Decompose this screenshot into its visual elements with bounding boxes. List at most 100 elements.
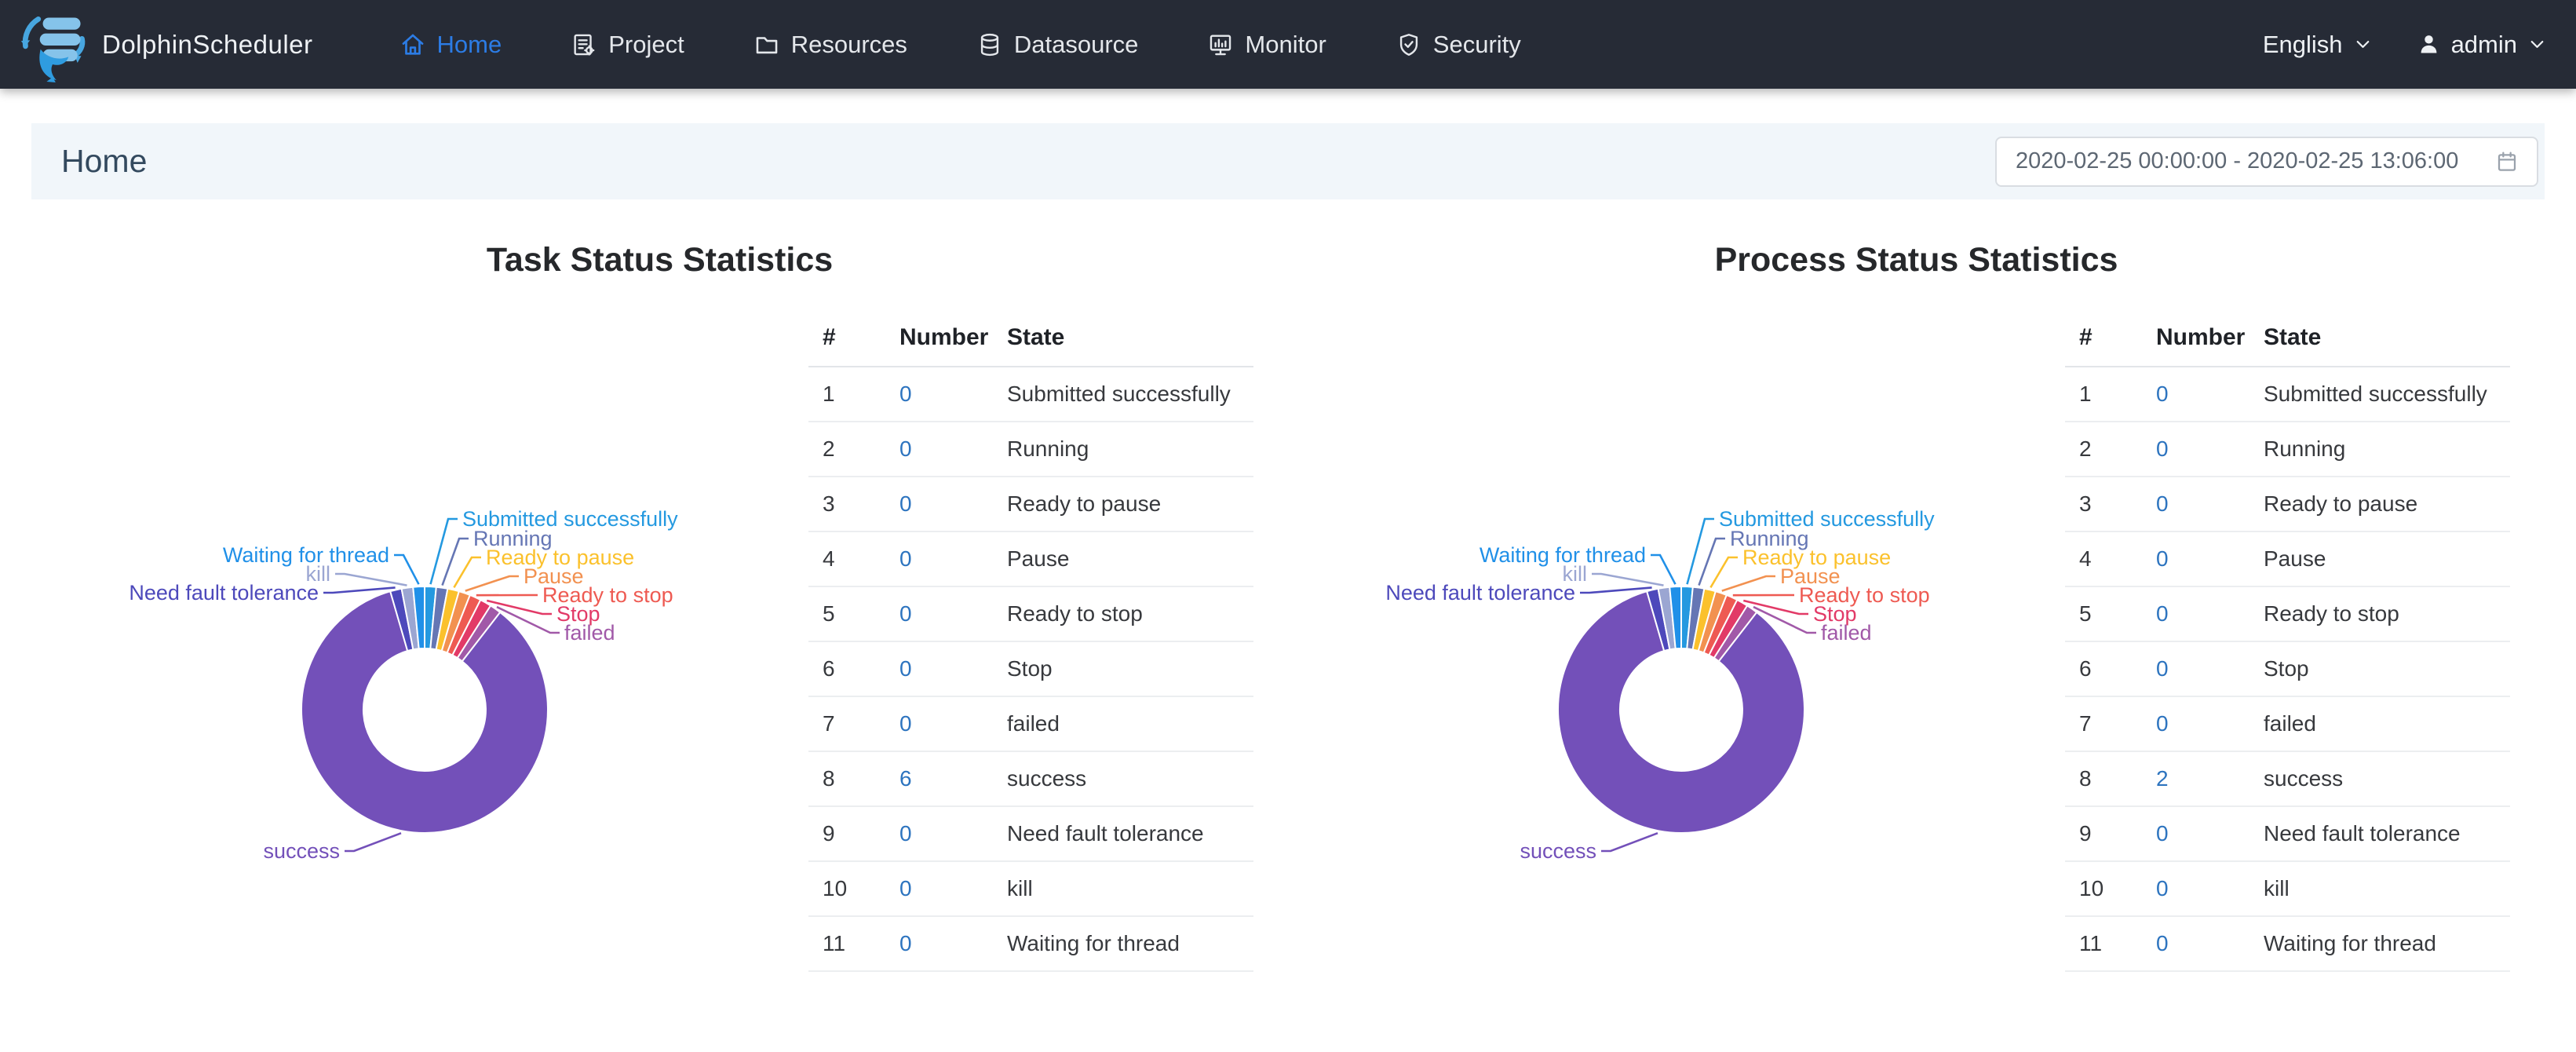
row-number-link[interactable]: 0 [2156,931,2169,955]
row-index: 11 [808,916,899,972]
pie-label: Running [1730,527,1809,550]
pie-label: Ready to stop [1799,583,1930,607]
pie-label: Submitted successfully [1719,507,1935,531]
pie-label-line [345,831,402,853]
row-number-cell: 0 [899,477,1007,532]
row-number-cell: 2 [2156,751,2264,807]
nav-item-label: Security [1432,30,1521,58]
row-index: 7 [2065,696,2156,752]
row-state: Stop [1007,641,1253,697]
date-range-picker[interactable]: 2020-02-25 00:00:00 - 2020-02-25 13:06:0… [1995,136,2538,187]
dashboard-content: Task Status Statistics Submitted success… [0,199,2576,977]
pie-slice-success[interactable] [301,590,549,834]
nav-item-home[interactable]: Home [400,31,502,59]
row-number-link[interactable]: 0 [2156,821,2169,846]
row-state: Ready to stop [1007,586,1253,642]
pie-label: kill [1563,562,1588,586]
pie-label: Pause [1780,564,1841,588]
row-state: kill [2264,861,2510,917]
nav-item-project[interactable]: Project [571,31,684,59]
table-row: 7 0 failed [2065,696,2510,752]
row-index: 2 [808,422,899,477]
pie-label-line [1721,575,1775,592]
row-number-cell: 0 [899,806,1007,862]
table-row: 6 0 Stop [2065,641,2510,697]
navbar-right: English admin [2263,31,2548,59]
row-number-link[interactable]: 2 [2156,766,2169,791]
nav-item-resources[interactable]: Resources [753,31,907,59]
pie-label-line [394,553,420,585]
row-index: 3 [808,477,899,532]
row-number-link[interactable]: 0 [899,821,912,846]
row-index: 9 [2065,806,2156,862]
row-state: failed [2264,696,2510,752]
row-state: Submitted successfully [1007,367,1253,422]
calendar-icon [2494,149,2519,174]
row-number-link[interactable]: 0 [899,546,912,571]
row-number-link[interactable]: 0 [2156,491,2169,516]
column-header-number: Number [2156,309,2264,367]
pie-label: success [1520,839,1596,863]
table-row: 9 0 Need fault tolerance [808,806,1253,862]
nav-item-security[interactable]: Security [1396,31,1521,59]
row-number-cell: 6 [899,751,1007,807]
row-number-link[interactable]: 6 [899,766,912,791]
pie-label: failed [1821,621,1872,645]
row-index: 7 [808,696,899,752]
row-number-link[interactable]: 0 [2156,437,2169,461]
row-state: Pause [1007,531,1253,587]
row-number-link[interactable]: 0 [899,601,912,626]
row-number-link[interactable]: 0 [899,656,912,681]
row-number-link[interactable]: 0 [899,382,912,406]
user-icon [2416,31,2442,57]
row-number-cell: 0 [899,531,1007,587]
row-state: Need fault tolerance [2264,806,2510,862]
row-number-link[interactable]: 0 [899,876,912,900]
row-number-cell: 0 [2156,916,2264,972]
nav-item-monitor[interactable]: Monitor [1207,31,1326,59]
table-row: 10 0 kill [808,861,1253,917]
row-number-link[interactable]: 0 [899,491,912,516]
pie-slice-success[interactable] [1557,590,1805,834]
page-title: Home [61,143,148,179]
language-selector[interactable]: English [2263,31,2373,59]
row-number-cell: 0 [2156,696,2264,752]
date-range-value: 2020-02-25 00:00:00 - 2020-02-25 13:06:0… [2016,148,2459,174]
row-number-link[interactable]: 0 [2156,711,2169,736]
nav-item-datasource[interactable]: Datasource [976,30,1139,59]
row-index: 2 [2065,422,2156,477]
row-number-cell: 0 [2156,531,2264,587]
row-number-link[interactable]: 0 [2156,546,2169,571]
nav-item-label: Resources [790,30,907,58]
pie-label: Pause [524,564,584,588]
pie-slice-waiting-for-thread[interactable] [1669,585,1682,650]
page-header: Home 2020-02-25 00:00:00 - 2020-02-25 13… [31,123,2545,199]
row-number-cell: 0 [2156,367,2264,422]
user-menu[interactable]: admin [2416,31,2548,59]
row-number-link[interactable]: 0 [2156,876,2169,900]
row-state: Submitted successfully [2264,367,2510,422]
row-number-link[interactable]: 0 [2156,656,2169,681]
pie-slice-waiting-for-thread[interactable] [412,585,425,650]
row-index: 9 [808,806,899,862]
row-number-link[interactable]: 0 [2156,601,2169,626]
task-status-panel: Task Status Statistics Submitted success… [31,199,1288,977]
row-number-link[interactable]: 0 [2156,382,2169,406]
nav-item-label: Home [436,30,502,58]
table-row: 10 0 kill [2065,861,2510,917]
pie-label: failed [564,621,615,645]
row-state: success [1007,751,1253,807]
row-number-link[interactable]: 0 [899,437,912,461]
table-row: 7 0 failed [808,696,1253,752]
row-state: Running [2264,422,2510,477]
row-number-link[interactable]: 0 [899,711,912,736]
nav-item-label: Datasource [1013,30,1139,58]
row-number-link[interactable]: 0 [899,931,912,955]
row-number-cell: 0 [2156,641,2264,697]
project-icon [571,31,597,58]
folder-icon [753,31,780,58]
brand-name: DolphinScheduler [102,29,313,59]
row-index: 8 [2065,751,2156,807]
table-row: 11 0 Waiting for thread [808,916,1253,972]
